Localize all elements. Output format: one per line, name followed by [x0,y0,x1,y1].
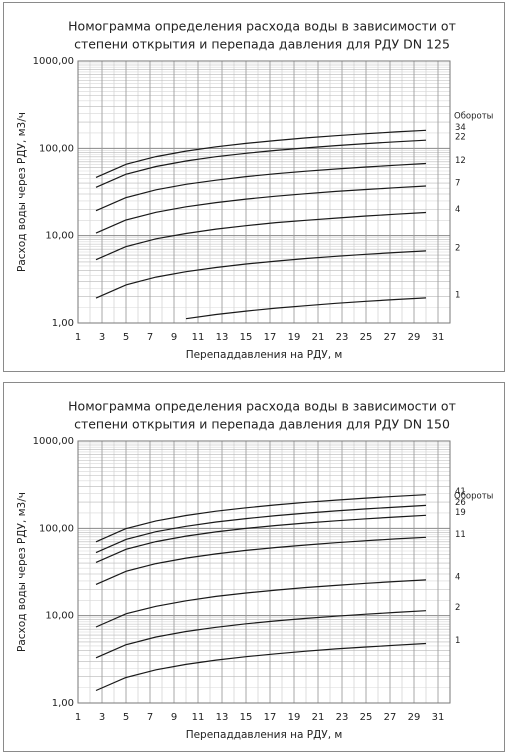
y-axis-title: Расход воды через РДУ, м3/ч [16,492,28,652]
y-tick-label: 10,00 [45,231,74,242]
series-line [95,211,427,261]
series-line [95,642,427,692]
series-label: 4 [455,205,460,215]
series-label: 26 [455,498,466,508]
x-tick-label: 25 [360,712,373,723]
x-tick-label: 3 [99,332,105,343]
x-tick-label: 31 [432,332,445,343]
legend-title: Обороты [454,112,493,122]
x-tick-label: 15 [240,712,253,723]
series-label: 34 [455,123,466,133]
x-tick-label: 5 [123,712,129,723]
x-tick-label: 7 [147,712,153,723]
series-label: 1 [455,290,460,300]
chart-title: Номограмма определения расхода воды в за… [68,19,456,34]
chart-panel: Номограмма определения расхода воды в за… [3,2,505,372]
series-line [95,139,427,188]
x-tick-label: 19 [288,712,301,723]
y-tick-label: 1000,00 [33,56,74,67]
y-tick-label: 1,00 [52,698,74,709]
panel-border [3,382,505,752]
chart-panel: Номограмма определения расхода воды в за… [3,382,505,752]
x-tick-label: 7 [147,332,153,343]
chart-title: степени открытия и перепада давления для… [74,37,450,52]
x-tick-label: 19 [288,332,301,343]
series-label: 12 [455,156,466,166]
series-label: 19 [455,508,466,518]
legend-title: Обороты [454,492,493,502]
x-tick-label: 3 [99,712,105,723]
series-line [95,250,427,299]
x-tick-label: 17 [264,332,277,343]
series-line [95,610,427,659]
series-line [95,579,427,628]
x-tick-label: 1 [75,712,81,723]
x-tick-label: 11 [192,332,205,343]
x-tick-label: 23 [336,712,349,723]
series-line [95,494,427,543]
x-tick-label: 27 [384,332,397,343]
x-tick-label: 5 [123,332,129,343]
x-tick-label: 27 [384,712,397,723]
plot-frame [77,60,451,324]
series-line [95,504,427,554]
series-line [95,536,427,585]
x-tick-label: 15 [240,332,253,343]
series-label: 4 [455,572,460,582]
x-tick-label: 21 [312,332,325,343]
x-tick-label: 31 [432,712,445,723]
chart-title: Номограмма определения расхода воды в за… [68,399,456,414]
x-tick-label: 29 [408,332,421,343]
series-label: 2 [455,243,460,253]
y-tick-label: 1000,00 [33,436,74,447]
series-label: 2 [455,603,460,613]
x-axis-title: Перепаддавления на РДУ, м [186,729,343,741]
y-tick-label: 100,00 [39,523,74,534]
series-label: 41 [455,487,466,497]
x-tick-label: 9 [171,712,177,723]
x-tick-label: 25 [360,332,373,343]
x-tick-label: 1 [75,332,81,343]
x-tick-label: 11 [192,712,205,723]
x-tick-label: 9 [171,332,177,343]
series-line [95,129,427,178]
x-tick-label: 21 [312,712,325,723]
series-line [95,185,427,234]
series-line [185,297,427,320]
y-tick-label: 1,00 [52,318,74,329]
series-label: 11 [455,530,466,540]
panel-border [3,2,505,372]
plot-frame [77,440,451,704]
x-tick-label: 13 [216,332,229,343]
x-tick-label: 13 [216,712,229,723]
x-tick-label: 17 [264,712,277,723]
y-tick-label: 10,00 [45,611,74,622]
x-axis-title: Перепаддавления на РДУ, м [186,349,343,361]
chart-title: степени открытия и перепада давления для… [74,417,450,432]
x-tick-label: 23 [336,332,349,343]
series-label: 1 [455,636,460,646]
series-label: 22 [455,133,466,143]
y-axis-title: Расход воды через РДУ, м3/ч [16,112,28,272]
y-tick-label: 100,00 [39,143,74,154]
series-line [95,514,427,563]
x-tick-label: 29 [408,712,421,723]
series-label: 7 [455,179,460,189]
series-line [95,162,427,212]
